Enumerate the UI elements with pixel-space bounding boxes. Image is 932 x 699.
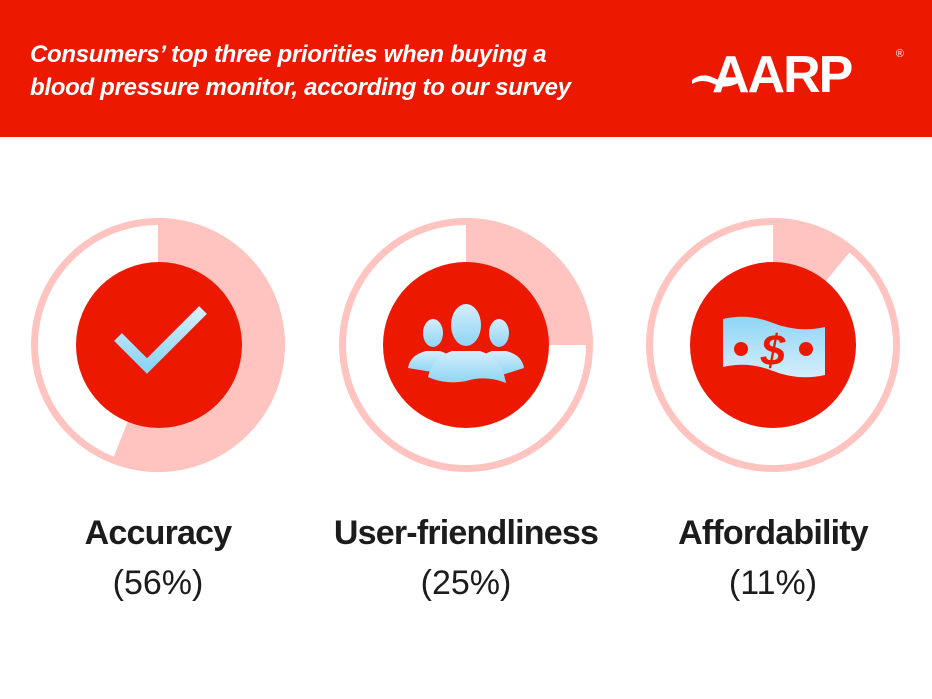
gauge-user-friendliness	[336, 215, 596, 475]
gauge-accuracy	[28, 215, 288, 475]
label-user-friendliness: User-friendliness	[333, 514, 599, 552]
title-line-2: blood pressure monitor, according to our…	[30, 74, 571, 101]
title-line-1: Consumers’ top three priorities when buy…	[30, 41, 547, 68]
label-affordability: Affordability	[678, 514, 869, 552]
header-banner: Consumers’ top three priorities when buy…	[0, 0, 932, 137]
label-accuracy: Accuracy	[84, 514, 233, 552]
svg-text:$: $	[760, 326, 786, 375]
people-group-icon	[408, 304, 524, 383]
gauge-affordability: $	[643, 215, 903, 475]
registered-mark: ®	[895, 48, 904, 60]
dollar-bill-icon: $	[723, 316, 825, 378]
percent-affordability: (11%)	[728, 564, 818, 602]
logo-swoosh-icon	[692, 75, 740, 87]
percent-user-friendliness: (25%)	[420, 564, 512, 602]
page-title: Consumers’ top three priorities when buy…	[30, 38, 650, 104]
logo-wordmark: AARP	[712, 46, 853, 104]
percent-accuracy: (56%)	[112, 564, 204, 602]
checkmark-icon	[114, 306, 207, 374]
aarp-logo: AARP ®	[692, 48, 904, 102]
